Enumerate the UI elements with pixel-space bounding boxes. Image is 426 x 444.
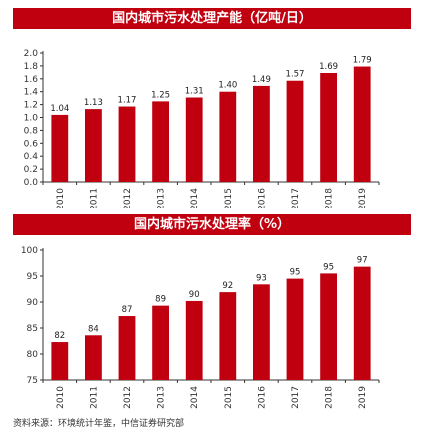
capacity-bar <box>152 101 169 182</box>
capacity-y-tick-label: 1.4 <box>24 88 39 98</box>
capacity-bar <box>353 66 371 182</box>
capacity-x-tick-label: 2017 <box>291 188 301 208</box>
capacity-x-tick-label: 2018 <box>325 188 335 208</box>
capacity-y-tick-label: 2.0 <box>24 49 39 59</box>
rate-bar <box>253 284 270 380</box>
capacity-bar <box>118 106 136 182</box>
capacity-x-tick-label: 2013 <box>157 188 167 208</box>
rate-x-tick-label: 2018 <box>325 386 335 409</box>
capacity-y-tick-label: 1.0 <box>24 114 39 124</box>
capacity-y-tick-label: 0.6 <box>24 139 39 149</box>
rate-bar <box>185 300 203 380</box>
capacity-bar <box>286 80 304 182</box>
rate-bar <box>320 273 337 380</box>
capacity-data-label: 1.31 <box>185 87 204 97</box>
capacity-bar <box>219 91 237 182</box>
rate-x-tick-label: 2014 <box>190 386 200 409</box>
capacity-x-tick-label: 2019 <box>358 188 368 208</box>
rate-data-label: 92 <box>222 281 233 291</box>
rate-bar <box>51 342 69 380</box>
rate-y-tick-label: 85 <box>27 324 38 334</box>
capacity-x-tick-label: 2016 <box>257 188 267 208</box>
rate-x-tick-label: 2017 <box>291 386 301 409</box>
rate-x-tick-label: 2012 <box>123 386 133 409</box>
rate-data-label: 89 <box>155 295 166 305</box>
capacity-y-tick-label: 1.2 <box>24 101 38 111</box>
capacity-data-label: 1.57 <box>286 70 305 80</box>
rate-data-label: 97 <box>357 256 368 266</box>
capacity-data-label: 1.69 <box>319 62 338 72</box>
capacity-data-label: 1.25 <box>151 90 170 100</box>
capacity-bar <box>51 114 69 182</box>
capacity-data-label: 1.17 <box>118 96 137 106</box>
rate-chart: 75 80 85 90 95 100 82 2010 84 2011 87 2012 89 2013 90 2… <box>21 246 380 409</box>
rate-bar <box>152 305 169 380</box>
capacity-data-label: 1.04 <box>50 104 69 114</box>
rate-y-tick-label: 90 <box>27 298 39 308</box>
capacity-y-tick-label: 0.2 <box>24 165 38 175</box>
capacity-bar <box>185 97 203 182</box>
rate-x-tick-label: 2015 <box>224 386 234 409</box>
rate-x-tick-label: 2016 <box>257 386 267 409</box>
capacity-bar <box>320 72 337 182</box>
rate-data-label: 95 <box>323 262 334 272</box>
rate-data-label: 95 <box>290 268 301 278</box>
capacity-data-label: 1.79 <box>353 56 372 66</box>
rate-data-label: 84 <box>88 324 99 334</box>
rate-data-label: 90 <box>189 290 200 300</box>
capacity-y-tick-label: 0.0 <box>24 178 39 188</box>
rate-chart-title: 国内城市污水处理率（%） <box>13 214 411 235</box>
rate-y-tick-label: 100 <box>21 246 38 256</box>
rate-x-tick-label: 2013 <box>157 386 167 409</box>
capacity-bar <box>253 85 270 182</box>
rate-x-tick-label: 2019 <box>358 386 368 409</box>
rate-y-tick-label: 95 <box>27 272 38 282</box>
rate-y-tick-label: 80 <box>27 350 39 360</box>
capacity-y-tick-label: 0.4 <box>24 152 39 162</box>
capacity-y-tick-label: 1.8 <box>24 62 39 72</box>
source-note: 资料来源：环境统计年鉴，中信证券研究部 <box>13 419 185 429</box>
rate-data-label: 87 <box>122 305 133 315</box>
capacity-x-tick-label: 2015 <box>224 188 234 208</box>
capacity-bar <box>85 109 102 182</box>
capacity-data-label: 1.40 <box>218 81 237 91</box>
capacity-x-tick-label: 2010 <box>56 188 66 208</box>
capacity-y-tick-label: 1.6 <box>24 75 39 85</box>
rate-y-tick-label: 75 <box>27 376 38 386</box>
capacity-data-label: 1.49 <box>252 75 271 85</box>
rate-data-label: 82 <box>54 331 65 341</box>
rate-bar <box>118 316 136 380</box>
rate-x-tick-label: 2010 <box>56 386 66 409</box>
capacity-x-tick-label: 2012 <box>123 188 133 208</box>
capacity-x-tick-label: 2014 <box>190 188 200 208</box>
rate-bar <box>353 266 371 380</box>
rate-x-tick-label: 2011 <box>89 386 99 409</box>
capacity-x-tick-label: 2011 <box>89 188 99 208</box>
capacity-panel: 国内城市污水处理产能（亿吨/日） 0.0 0.2 0.4 0.6 0.8 1.0 1.2 1.… <box>13 8 411 208</box>
rate-bar <box>286 278 304 380</box>
rate-bar <box>85 335 102 380</box>
capacity-data-label: 1.13 <box>84 98 103 108</box>
rate-bar <box>219 292 237 380</box>
rate-data-label: 93 <box>256 273 267 283</box>
capacity-chart: 0.0 0.2 0.4 0.6 0.8 1.0 1.2 1.4 1.6 1.8 2.0 1.04 201… <box>24 49 380 208</box>
capacity-chart-title: 国内城市污水处理产能（亿吨/日） <box>13 8 411 29</box>
capacity-y-tick-label: 0.8 <box>24 126 39 136</box>
rate-panel: 国内城市污水处理率（%） 75 80 85 90 95 100 82 2010 84 2011 87… <box>13 214 411 414</box>
